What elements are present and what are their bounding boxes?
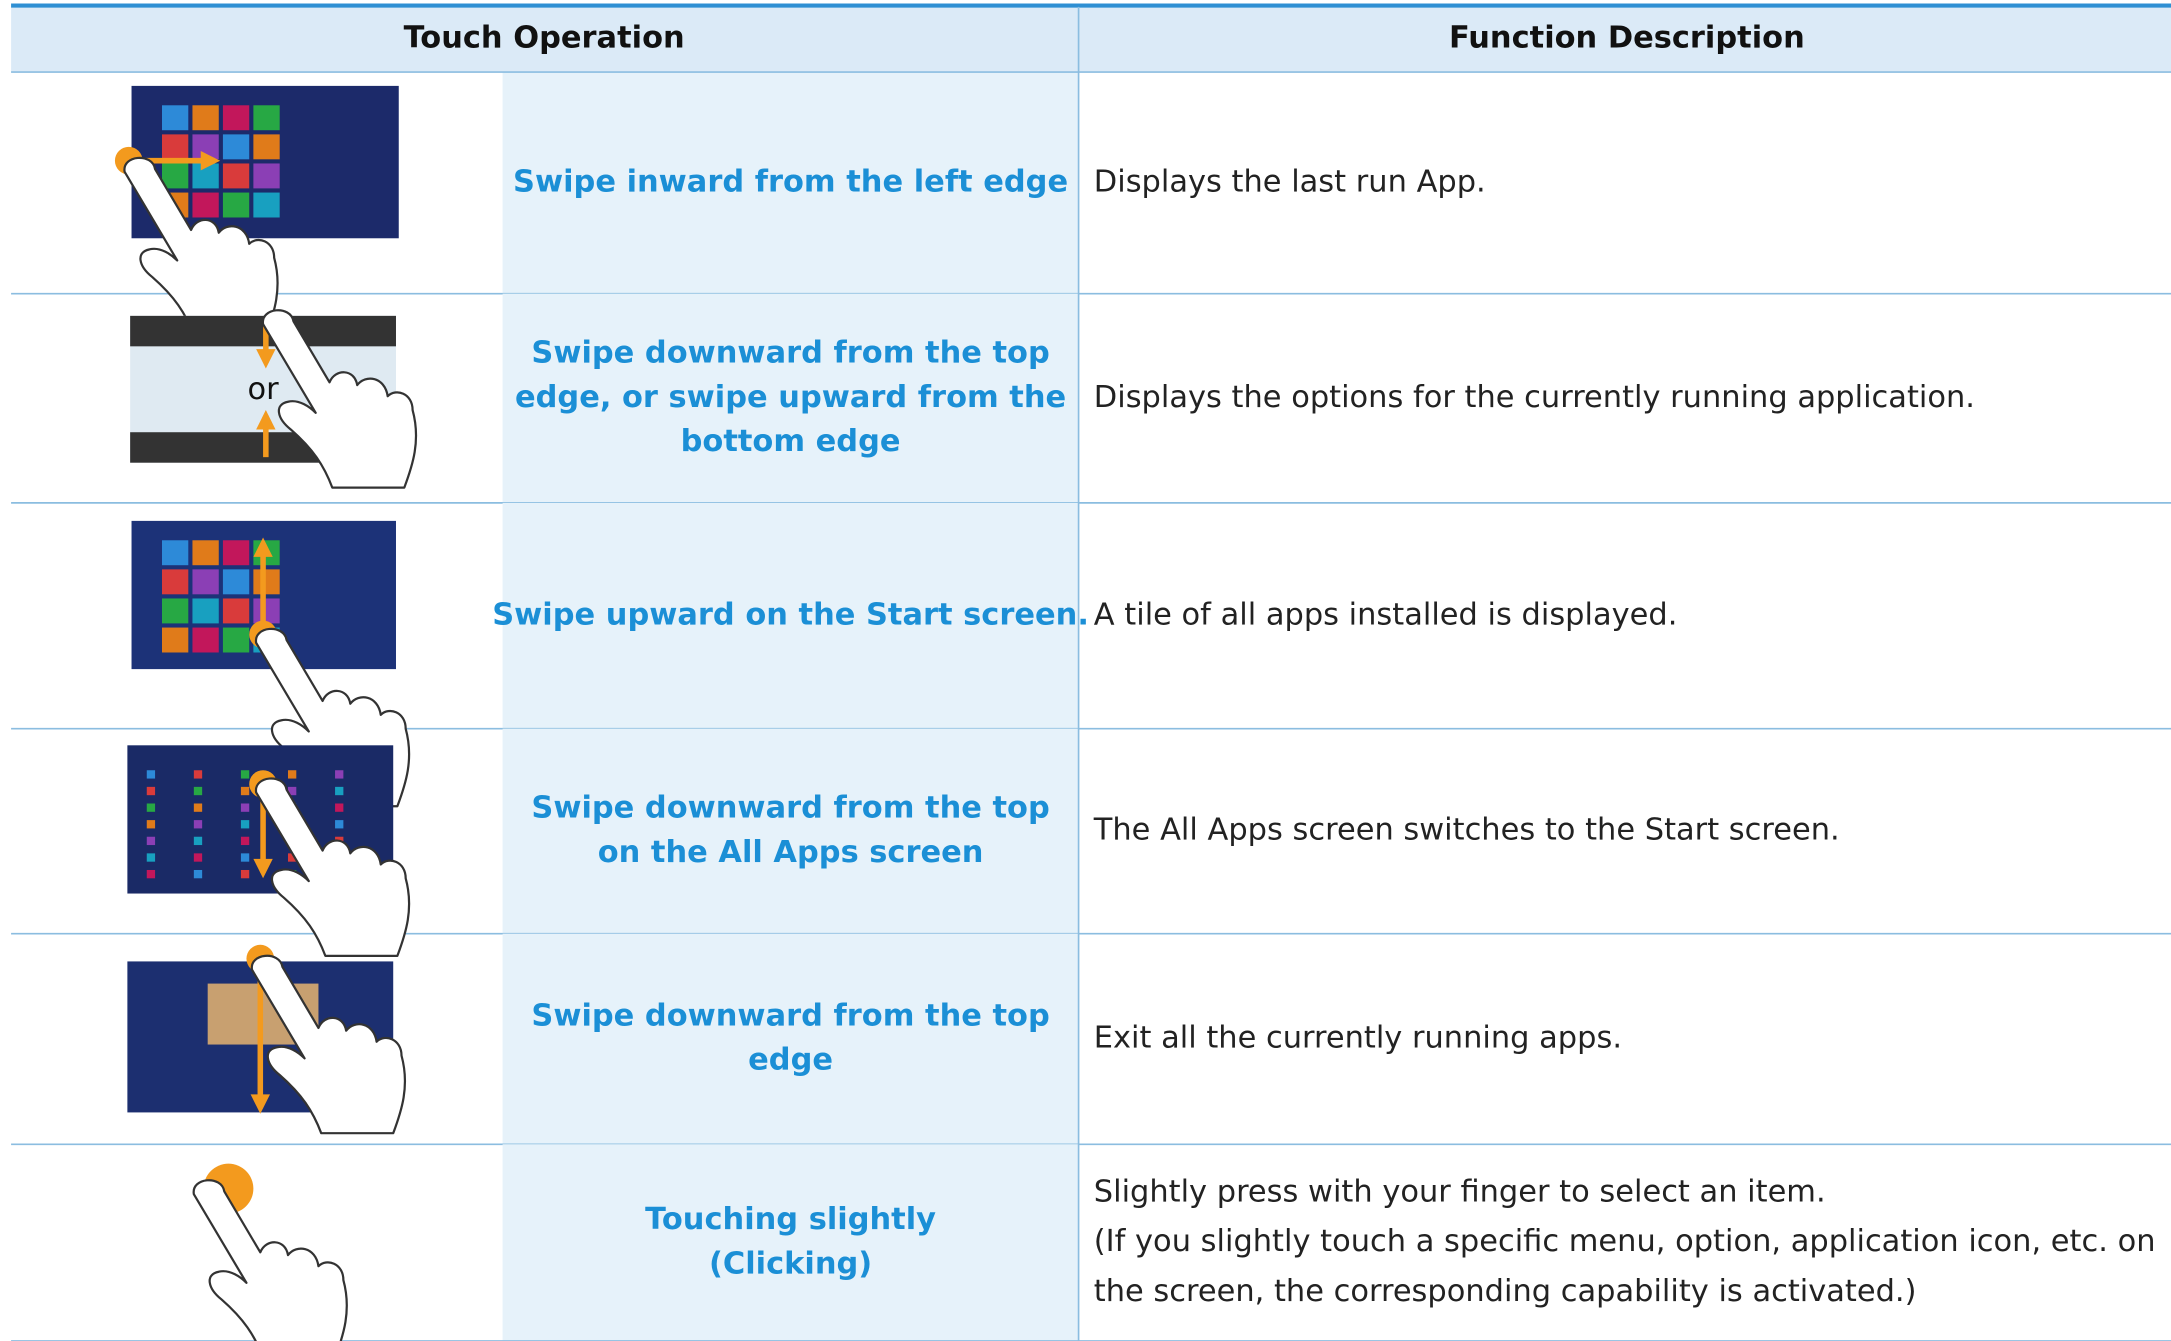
operation-text: edge, or swipe upward from the xyxy=(515,380,1066,415)
app-icon xyxy=(335,786,344,796)
app-icon xyxy=(193,786,203,796)
app-icon xyxy=(287,770,297,779)
operation-bg xyxy=(502,72,1079,294)
operation-bg xyxy=(502,293,1079,503)
operation-bg xyxy=(502,1144,1079,1341)
tile xyxy=(161,627,189,653)
app-icon xyxy=(240,869,250,879)
app-icon xyxy=(287,853,297,862)
app-icon xyxy=(240,786,250,796)
app-icon xyxy=(146,869,156,879)
tile xyxy=(253,569,280,595)
operation-text: Swipe downward from the top xyxy=(531,998,1049,1033)
app-icon xyxy=(287,786,297,796)
operation-bg xyxy=(502,933,1079,1145)
operation-text: on the All Apps screen xyxy=(598,835,984,870)
app-icon xyxy=(193,853,203,862)
app-icon xyxy=(146,836,156,846)
operation-text: Swipe downward from the top xyxy=(531,791,1049,826)
app-icon xyxy=(193,803,203,812)
operation-text: Swipe inward from the left edge xyxy=(513,164,1068,199)
arrow-head xyxy=(256,410,276,430)
app-icon xyxy=(335,803,344,812)
description-text: Exit all the currently running apps. xyxy=(1094,1020,1622,1055)
app-icon xyxy=(146,820,156,829)
tile xyxy=(222,627,250,653)
tile xyxy=(253,134,280,160)
tile xyxy=(222,569,250,595)
header-cell: Function Description xyxy=(1449,20,1805,55)
tile xyxy=(192,105,219,131)
app-icon xyxy=(193,770,203,779)
arrow-head xyxy=(200,151,221,171)
tile xyxy=(192,192,219,218)
tile xyxy=(253,105,280,131)
tile xyxy=(192,598,219,624)
app-icon xyxy=(146,853,156,862)
operation-text: bottom edge xyxy=(681,424,901,459)
app-icon xyxy=(146,770,156,779)
app-icon xyxy=(240,853,250,862)
operation-text: Swipe upward on the Start screen. xyxy=(492,597,1089,632)
operation-text: Touching slightly xyxy=(645,1202,936,1237)
tile xyxy=(253,163,280,189)
illustration-label: or xyxy=(247,372,279,407)
operation-text: Swipe downward from the top xyxy=(531,335,1049,370)
tile xyxy=(253,192,280,218)
tile xyxy=(192,540,219,566)
app-icon xyxy=(335,770,344,779)
tile xyxy=(161,163,189,189)
tile xyxy=(161,105,189,131)
header-cell: Touch Operation xyxy=(404,20,685,55)
tile xyxy=(222,134,250,160)
tile xyxy=(161,134,189,160)
tile xyxy=(161,598,189,624)
app-icon xyxy=(240,836,250,846)
app-icon xyxy=(240,820,250,829)
tile xyxy=(222,540,250,566)
app-icon xyxy=(240,770,250,779)
arrow-head xyxy=(253,537,273,557)
app-icon xyxy=(146,803,156,812)
operation-text: (Clicking) xyxy=(709,1246,872,1281)
header-bg xyxy=(11,6,2171,73)
description-text: A tile of all apps installed is displaye… xyxy=(1094,597,1678,632)
tile xyxy=(222,598,250,624)
tile xyxy=(253,598,280,624)
tile xyxy=(222,105,250,131)
description-text: Displays the last run App. xyxy=(1094,164,1486,199)
app-icon xyxy=(193,869,203,879)
app-icon xyxy=(146,786,156,796)
hand xyxy=(192,1179,348,1341)
app-icon xyxy=(193,820,203,829)
description-text: (If you slightly touch a specific menu, … xyxy=(1094,1224,2156,1259)
tile xyxy=(192,627,219,653)
arrow-head xyxy=(253,858,273,879)
description-text: The All Apps screen switches to the Star… xyxy=(1093,813,1840,848)
arrow-head xyxy=(250,1094,270,1114)
app-icon xyxy=(240,803,250,812)
description-text: Displays the options for the currently r… xyxy=(1094,380,1975,415)
tile xyxy=(222,163,250,189)
tile xyxy=(222,192,250,218)
tile xyxy=(161,540,189,566)
tile xyxy=(161,569,189,595)
tile xyxy=(192,569,219,595)
operation-bg xyxy=(502,728,1079,934)
operation-bg xyxy=(502,502,1079,729)
operation-text: edge xyxy=(748,1043,833,1078)
app-icon xyxy=(335,820,344,829)
description-text: the screen, the corresponding capability… xyxy=(1094,1274,1917,1309)
arrow-head xyxy=(256,349,276,369)
app-icon xyxy=(193,836,203,846)
description-text: Slightly press with your finger to selec… xyxy=(1094,1174,1826,1209)
